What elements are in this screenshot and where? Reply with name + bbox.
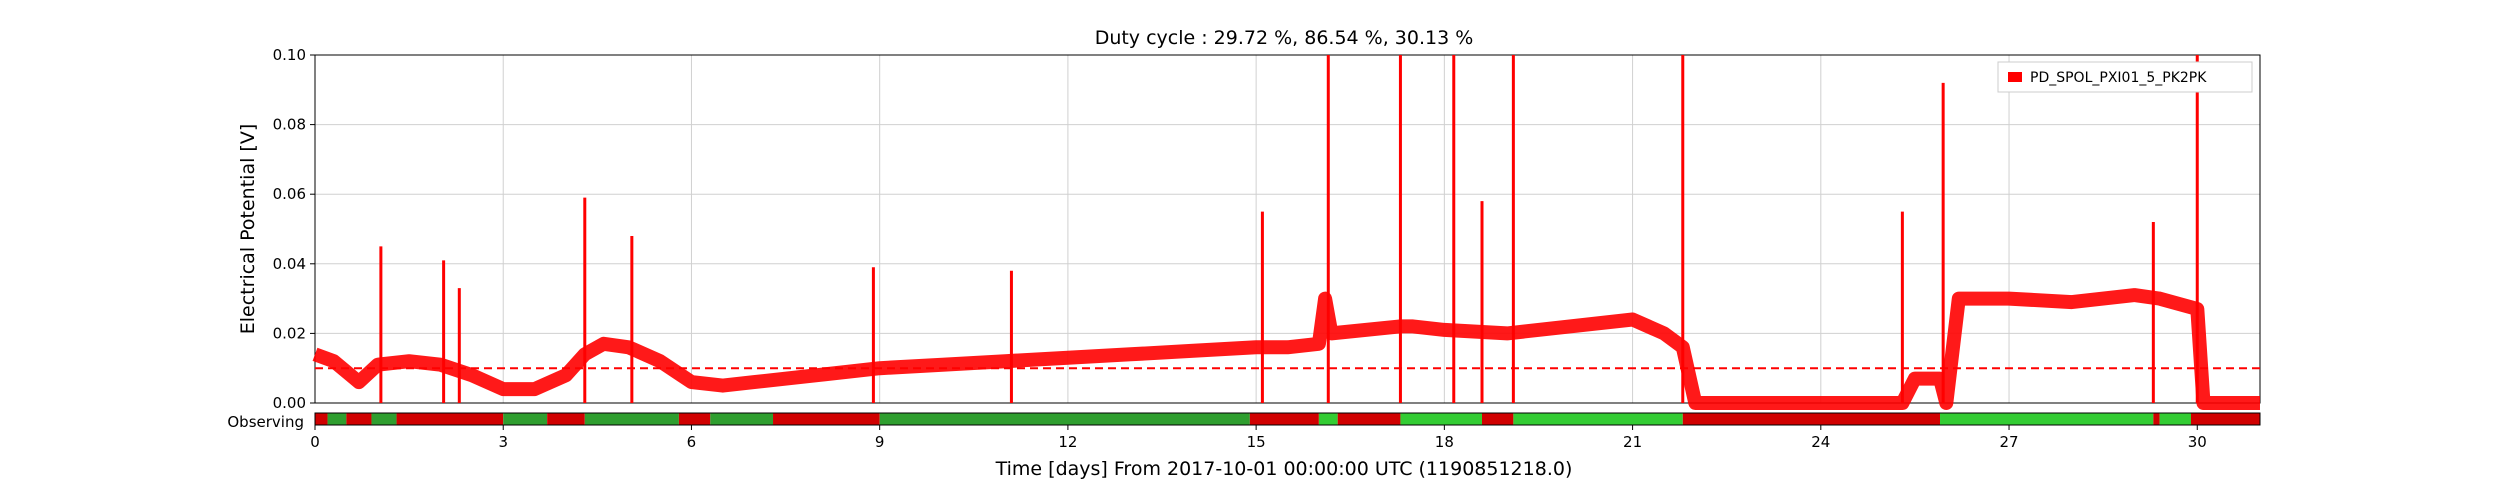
y-tick-label: 0.10 [273, 46, 306, 64]
x-tick-label: 15 [1247, 433, 1266, 451]
state-segment [547, 413, 585, 425]
state-segment [710, 413, 774, 425]
state-bar-frame [314, 412, 2261, 426]
state-segment [346, 413, 372, 425]
state-segment [1513, 413, 1683, 425]
state-segment [1940, 413, 2154, 425]
x-tick-label: 18 [1435, 433, 1454, 451]
state-segment [1682, 413, 1941, 425]
state-segment [773, 413, 880, 425]
state-segment [1249, 413, 1319, 425]
state-segment [396, 413, 504, 425]
state-segment [2159, 413, 2191, 425]
state-segment [503, 413, 548, 425]
legend-box [1997, 61, 2253, 93]
x-axis-label: Time [days] From 2017-10-01 00:00:00 UTC… [995, 458, 1573, 480]
x-tick-label: 24 [1811, 433, 1830, 451]
state-segment [1337, 413, 1401, 425]
x-axis: 0 3 6 9 12 15 18 21 24 27 30 [310, 425, 2207, 451]
plot-frame [314, 54, 2261, 404]
y-tick-label: 0.00 [273, 394, 306, 412]
y-axis-label: Electrical Potential [V] [237, 124, 259, 334]
state-segment [2153, 413, 2160, 425]
state-segment [327, 413, 347, 425]
x-tick-label: 27 [1999, 433, 2018, 451]
state-segment [1318, 413, 1338, 425]
state-bar-label: Observing [227, 413, 304, 431]
legend-label: PD_SPOL_PXI01_5_PK2PK [2030, 70, 2207, 86]
state-segment [879, 413, 1250, 425]
observing-state-bar [314, 412, 2261, 426]
y-tick-label: 0.06 [273, 185, 306, 203]
y-tick-label: 0.02 [273, 324, 306, 342]
y-tick-label: 0.04 [273, 255, 306, 273]
series-line [312, 288, 2260, 410]
state-segment [1400, 413, 1482, 425]
state-segment [1482, 413, 1514, 425]
legend-swatch [2008, 72, 2022, 82]
state-segment [678, 413, 711, 425]
x-tick-label: 12 [1058, 433, 1077, 451]
x-tick-label: 30 [2188, 433, 2207, 451]
x-tick-label: 9 [875, 433, 885, 451]
y-axis: 0.00 0.02 0.04 0.06 0.08 0.10 [273, 46, 315, 412]
y-tick-label: 0.08 [273, 116, 306, 134]
state-segment [2190, 413, 2260, 425]
x-tick-label: 0 [310, 433, 320, 451]
x-tick-label: 6 [687, 433, 697, 451]
state-segment [315, 413, 328, 425]
state-segment [371, 413, 397, 425]
x-tick-label: 21 [1623, 433, 1642, 451]
legend: PD_SPOL_PXI01_5_PK2PK [1997, 61, 2253, 93]
chart-title: Duty cycle : 29.72 %, 86.54 %, 30.13 % [1095, 27, 1474, 49]
x-tick-label: 3 [498, 433, 508, 451]
data-series [312, 55, 2260, 410]
state-segment [584, 413, 679, 425]
